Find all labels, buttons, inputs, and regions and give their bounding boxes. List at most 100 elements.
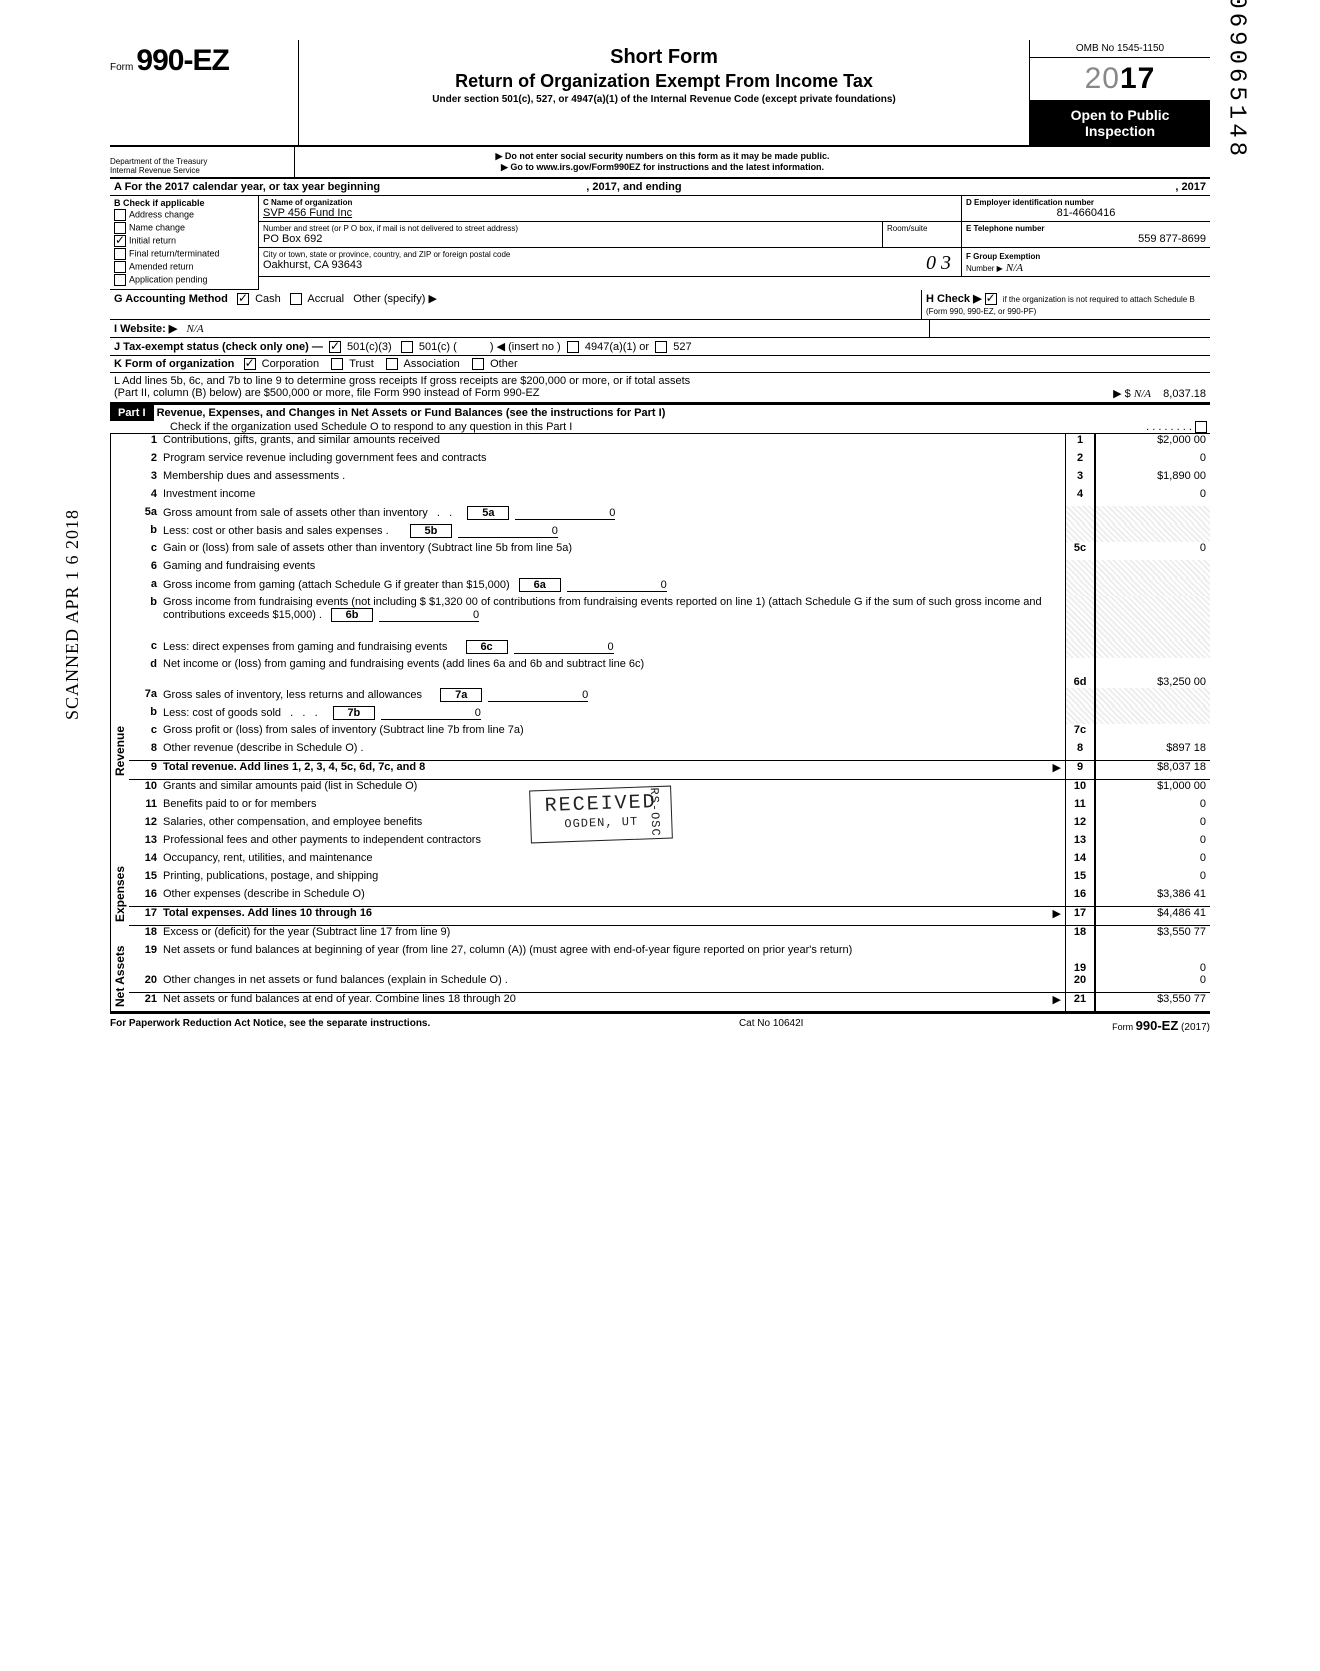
check-final-return[interactable] [114,248,126,260]
ld-5c: Gain or (loss) from sale of assets other… [163,542,1065,560]
ld-6: Gaming and fundraising events [163,560,1065,578]
lb-3: 3 [1065,470,1095,488]
lbi-5a: 5a [467,506,509,520]
g-accrual: Accrual [307,293,344,305]
check-501c3[interactable] [329,341,341,353]
lb-6d: 6d [1065,658,1095,688]
ld-13: Professional fees and other payments to … [163,834,1065,852]
lb-16: 16 [1065,888,1095,906]
l-hw: N/A [1134,388,1151,400]
la-21: $3,550 77 [1095,993,1210,1011]
g-other: Other (specify) ▶ [353,293,437,305]
check-h[interactable] [985,293,997,305]
ln-9: 9 [129,761,163,779]
ln-17: 17 [129,907,163,925]
check-4947[interactable] [567,341,579,353]
main-title: Return of Organization Exempt From Incom… [307,71,1021,92]
check-527[interactable] [655,341,667,353]
la-7c [1095,724,1210,742]
f-label: F Group Exemption [966,252,1040,261]
ld-6a: Gross income from gaming (attach Schedul… [163,579,510,591]
check-other[interactable] [472,358,484,370]
lbi-7a: 7a [440,688,482,702]
ld-12: Salaries, other compensation, and employ… [163,816,1065,834]
ld-10: Grants and similar amounts paid (list in… [163,780,1065,798]
lbi-5b: 5b [410,524,452,538]
lb-12: 12 [1065,816,1095,834]
ln-3: 3 [129,470,163,488]
lbi-6c: 6c [466,640,508,654]
ln-16: 16 [129,888,163,906]
check-amended[interactable] [114,261,126,273]
lb-13: 13 [1065,834,1095,852]
j-opt4: 527 [673,341,691,353]
lai-5b: 0 [458,525,558,538]
b-item-0: Address change [129,209,194,219]
la-20: 0 [1095,974,1210,992]
ln-6b: b [129,596,163,640]
b-heading: B Check if applicable [114,198,205,208]
k-label: K Form of organization [114,358,234,370]
ln-6a: a [129,578,163,596]
la-10: $1,000 00 [1095,780,1210,798]
j-insert: ) ◀ (insert no ) [490,341,561,353]
check-address-change[interactable] [114,209,126,221]
check-schedule-o[interactable] [1195,421,1207,433]
ld-1: Contributions, gifts, grants, and simila… [163,434,1065,452]
la-11: 0 [1095,798,1210,816]
lb-21: 21 [1065,993,1095,1011]
l-text1: L Add lines 5b, 6c, and 7b to line 9 to … [114,375,1206,387]
ld-14: Occupancy, rent, utilities, and maintena… [163,852,1065,870]
line-a-end: , 2017 [1022,179,1210,195]
check-accrual[interactable] [290,293,302,305]
lb-7c: 7c [1065,724,1095,742]
lb-9: 9 [1065,761,1095,779]
line-a-mid: , 2017, and ending [586,181,681,193]
ln-5a: 5a [129,506,163,524]
k-corp: Corporation [262,358,319,370]
ln-4: 4 [129,488,163,506]
la-2: 0 [1095,452,1210,470]
check-trust[interactable] [331,358,343,370]
part1-title: Revenue, Expenses, and Changes in Net As… [157,407,666,419]
check-initial-return[interactable] [114,235,126,247]
ld-6d: Net income or (loss) from gaming and fun… [163,658,1065,688]
city-value: Oakhurst, CA 93643 [263,259,957,271]
j-opt3: 4947(a)(1) or [585,341,649,353]
ld-7b: Less: cost of goods sold [163,707,281,719]
f-value: N/A [1006,262,1023,274]
k-assoc: Association [404,358,460,370]
hw-mark: 0 3 [926,252,951,275]
ln-5b: b [129,524,163,542]
ln-7c: c [129,724,163,742]
lb-15: 15 [1065,870,1095,888]
check-corp[interactable] [244,358,256,370]
ln-15: 15 [129,870,163,888]
lai-7b: 0 [381,707,481,720]
subtitle: Under section 501(c), 527, or 4947(a)(1)… [307,94,1021,105]
l-arrow: ▶ $ [1113,388,1131,400]
g-label: G Accounting Method [114,293,228,305]
b-item-4: Amended return [129,261,194,271]
line-a-label: A For the 2017 calendar year, or tax yea… [114,181,380,193]
footer-form: Form 990-EZ (2017) [1112,1018,1210,1033]
check-application-pending[interactable] [114,274,126,286]
b-item-5: Application pending [129,274,208,284]
la-6d: $3,250 00 [1095,658,1210,688]
check-cash[interactable] [237,293,249,305]
ln-2: 2 [129,452,163,470]
b-item-2: Initial return [129,235,176,245]
paperwork-notice: For Paperwork Reduction Act Notice, see … [110,1018,430,1033]
addr-label: Number and street (or P O box, if mail i… [263,224,878,233]
ln-12: 12 [129,816,163,834]
short-form-title: Short Form [307,46,1021,69]
check-501c[interactable] [401,341,413,353]
scanned-stamp: SCANNED APR 1 6 2018 [62,509,83,720]
ln-6c: c [129,640,163,658]
ein-value: 81-4660416 [966,207,1206,219]
check-assoc[interactable] [386,358,398,370]
la-13: 0 [1095,834,1210,852]
org-name: SVP 456 Fund Inc [263,207,957,219]
lai-7a: 0 [488,689,588,702]
ld-3: Membership dues and assessments . [163,470,1065,488]
